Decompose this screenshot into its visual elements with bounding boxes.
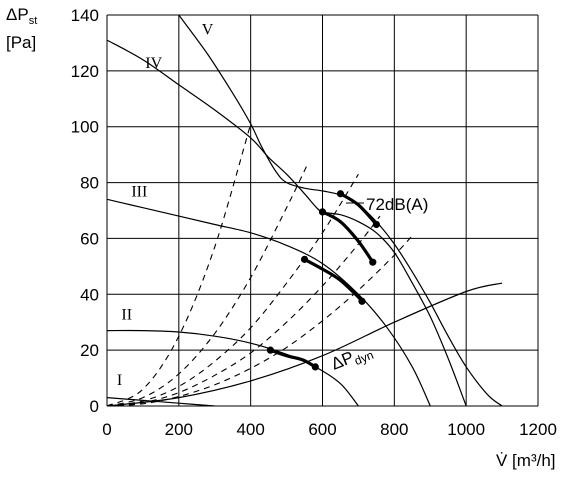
y-tick-label: 100 bbox=[71, 118, 99, 137]
y-axis-label-main: ΔP bbox=[6, 5, 29, 24]
operating-point bbox=[300, 255, 309, 263]
x-axis-label: V̇ [m³/h] bbox=[496, 451, 556, 470]
y-tick-label: 120 bbox=[71, 62, 99, 81]
operating-point bbox=[336, 190, 345, 198]
system-curve bbox=[107, 173, 359, 406]
series-label: I bbox=[117, 372, 122, 389]
x-tick-label: 200 bbox=[165, 420, 193, 439]
operating-point bbox=[372, 220, 380, 229]
y-tick-label: 0 bbox=[90, 397, 99, 416]
system-curves bbox=[107, 123, 413, 406]
operating-point bbox=[358, 297, 366, 305]
x-tick-label: 1000 bbox=[447, 420, 485, 439]
y-tick-label: 140 bbox=[71, 6, 99, 25]
operating-point bbox=[318, 208, 327, 216]
y-tick-label: 40 bbox=[80, 285, 99, 304]
system-curve bbox=[107, 235, 413, 406]
dyn-pressure-label-sub: dyn bbox=[352, 348, 375, 368]
series-line bbox=[107, 282, 503, 406]
x-tick-label: 1200 bbox=[519, 420, 557, 439]
system-curve bbox=[107, 215, 381, 406]
series-line bbox=[107, 39, 467, 406]
series-line bbox=[107, 397, 215, 406]
operating-range bbox=[320, 210, 375, 264]
operating-range bbox=[338, 192, 378, 227]
dyn-pressure-label: ΔPdyn bbox=[328, 340, 375, 376]
series-label: III bbox=[131, 184, 147, 201]
operating-point bbox=[311, 363, 319, 371]
series-label: IV bbox=[145, 55, 162, 72]
y-tick-label: 20 bbox=[80, 341, 99, 360]
operating-point bbox=[369, 258, 377, 266]
series-label: V bbox=[202, 22, 214, 39]
tick-labels: 0 200 400 600 800 1000 1200 0 20 40 60 80 100 120 140 bbox=[71, 6, 557, 439]
fan-curves bbox=[107, 15, 503, 406]
y-axis-label: ΔPst bbox=[6, 5, 37, 27]
y-tick-label: 60 bbox=[80, 229, 99, 248]
operating-range bbox=[268, 348, 317, 369]
operating-ranges bbox=[266, 190, 380, 371]
noise-annotation: 72dB(A) bbox=[366, 195, 428, 214]
x-tick-label: 600 bbox=[308, 420, 336, 439]
series-line bbox=[107, 329, 359, 406]
system-curve bbox=[107, 162, 309, 406]
series-label: II bbox=[121, 306, 132, 323]
y-axis-label-sub: st bbox=[29, 15, 38, 27]
x-tick-label: 400 bbox=[236, 420, 264, 439]
series-line bbox=[107, 198, 431, 406]
y-tick-label: 80 bbox=[80, 174, 99, 193]
operating-point bbox=[266, 346, 275, 354]
y-axis-unit: [Pa] bbox=[6, 33, 36, 52]
x-tick-label: 0 bbox=[102, 420, 111, 439]
x-tick-label: 800 bbox=[380, 420, 408, 439]
grid bbox=[106, 14, 539, 407]
